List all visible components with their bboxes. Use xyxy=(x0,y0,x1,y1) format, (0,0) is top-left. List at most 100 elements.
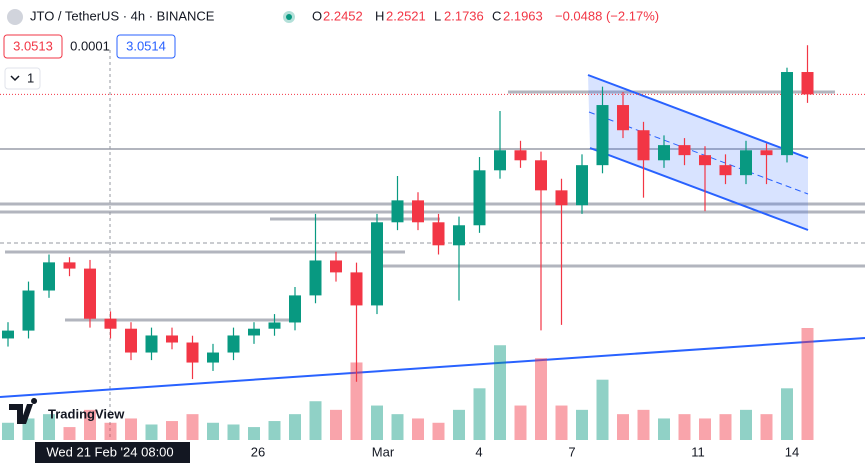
candle-body xyxy=(330,260,342,273)
volume-bar xyxy=(145,424,158,440)
volume-bar xyxy=(330,409,342,440)
volume-bar xyxy=(43,414,55,440)
volume-bar xyxy=(432,422,445,440)
l-label: L xyxy=(434,8,441,23)
candle-body xyxy=(43,262,55,291)
candle-body xyxy=(391,200,404,223)
candle-body xyxy=(494,150,506,171)
x-tick-label: 14 xyxy=(785,444,799,459)
volume-bar xyxy=(289,414,301,440)
symbol: JTO / TetherUS · 4h · BINANCE xyxy=(30,8,215,23)
l-value: 2.1736 xyxy=(444,8,484,23)
volume-bar xyxy=(104,422,117,440)
volume-bar xyxy=(125,418,137,440)
candle-body xyxy=(760,150,773,156)
volume-bar xyxy=(555,405,568,440)
candle-body xyxy=(2,330,14,339)
candle-body xyxy=(637,130,650,161)
volume-bar xyxy=(473,388,486,440)
volume-bar xyxy=(719,414,732,440)
candle-body xyxy=(22,290,35,331)
candle-body xyxy=(514,150,527,161)
volume-bar xyxy=(248,427,260,440)
drawings xyxy=(0,50,865,440)
candle-body xyxy=(699,155,711,166)
volume-bar xyxy=(617,414,629,440)
candle-body xyxy=(617,105,629,131)
candle-body xyxy=(453,225,465,246)
candle-body xyxy=(412,200,424,223)
candle-body xyxy=(289,295,301,323)
candle-body xyxy=(678,145,691,156)
x-tick-label: 4 xyxy=(475,444,482,459)
volume-bar xyxy=(166,421,178,440)
volume-bar xyxy=(699,418,711,440)
x-axis-bg xyxy=(0,442,865,463)
candle-body xyxy=(309,260,322,296)
header: JTO / TetherUS · 4h · BINANCE O 2.2452 H… xyxy=(3,8,659,90)
volume-bar xyxy=(658,418,670,440)
volume-bar xyxy=(494,345,506,440)
volume-bar xyxy=(84,409,96,440)
candle-body xyxy=(596,105,609,166)
brand-name: TradingView xyxy=(48,406,125,421)
c-label: C xyxy=(492,8,501,23)
candle-body xyxy=(207,352,219,363)
crosshair-label-bg xyxy=(35,442,190,463)
indicator-toggle[interactable] xyxy=(4,67,41,90)
candle-body xyxy=(801,72,814,95)
volume-bar xyxy=(514,405,527,440)
x-tick-label: 7 xyxy=(568,444,575,459)
volume-bar xyxy=(371,405,383,440)
volume-bar xyxy=(740,409,752,440)
volume-bar xyxy=(637,409,650,440)
brand: TradingView xyxy=(9,398,125,424)
volume-bar xyxy=(576,409,588,440)
candle-body xyxy=(227,335,240,353)
ask-box[interactable] xyxy=(116,34,176,59)
indicator-count[interactable]: 1 xyxy=(27,70,34,85)
x-axis: Wed 21 Feb '24 08:00 26 Mar 4 7 11 14 xyxy=(0,442,865,463)
volume-bar xyxy=(2,422,14,440)
volume-bar xyxy=(596,379,609,440)
x-tick-label: 26 xyxy=(251,444,265,459)
o-label: O xyxy=(312,8,322,23)
candle-body xyxy=(473,170,486,226)
bid-box[interactable] xyxy=(3,34,63,59)
bid[interactable]: 3.0513 xyxy=(13,38,53,53)
candle-body xyxy=(576,165,588,206)
volume-bar xyxy=(350,362,363,440)
volume-bar xyxy=(760,414,773,440)
c-value: 2.1963 xyxy=(503,8,543,23)
h-label: H xyxy=(375,8,384,23)
volume-bar xyxy=(781,388,793,440)
volume-bar xyxy=(391,414,404,440)
candle-body xyxy=(104,318,117,329)
candle-body xyxy=(371,222,383,306)
candle-body xyxy=(84,268,96,319)
volume-bar xyxy=(268,421,281,440)
x-tick-label: Mar xyxy=(372,444,395,459)
candle-body xyxy=(268,322,281,329)
volume-bar xyxy=(309,401,322,440)
candle-body xyxy=(166,335,178,343)
candle-body xyxy=(740,150,752,176)
candle-body xyxy=(535,160,547,191)
volume-bar xyxy=(63,427,76,440)
spread: 0.0001 xyxy=(70,38,110,53)
volume-bar xyxy=(186,414,199,440)
candle-body xyxy=(63,262,76,269)
candle-body xyxy=(186,342,199,363)
candle-body xyxy=(145,335,158,353)
candle-body xyxy=(125,328,137,353)
volume-bar xyxy=(535,358,547,440)
candle-body xyxy=(555,190,568,206)
volume-bar xyxy=(801,328,814,440)
o-value: 2.2452 xyxy=(323,8,363,23)
candle-body xyxy=(719,165,732,176)
volume-bar xyxy=(207,422,219,440)
candles xyxy=(2,45,814,382)
candle-body xyxy=(658,145,670,161)
ask[interactable]: 3.0514 xyxy=(126,38,166,53)
